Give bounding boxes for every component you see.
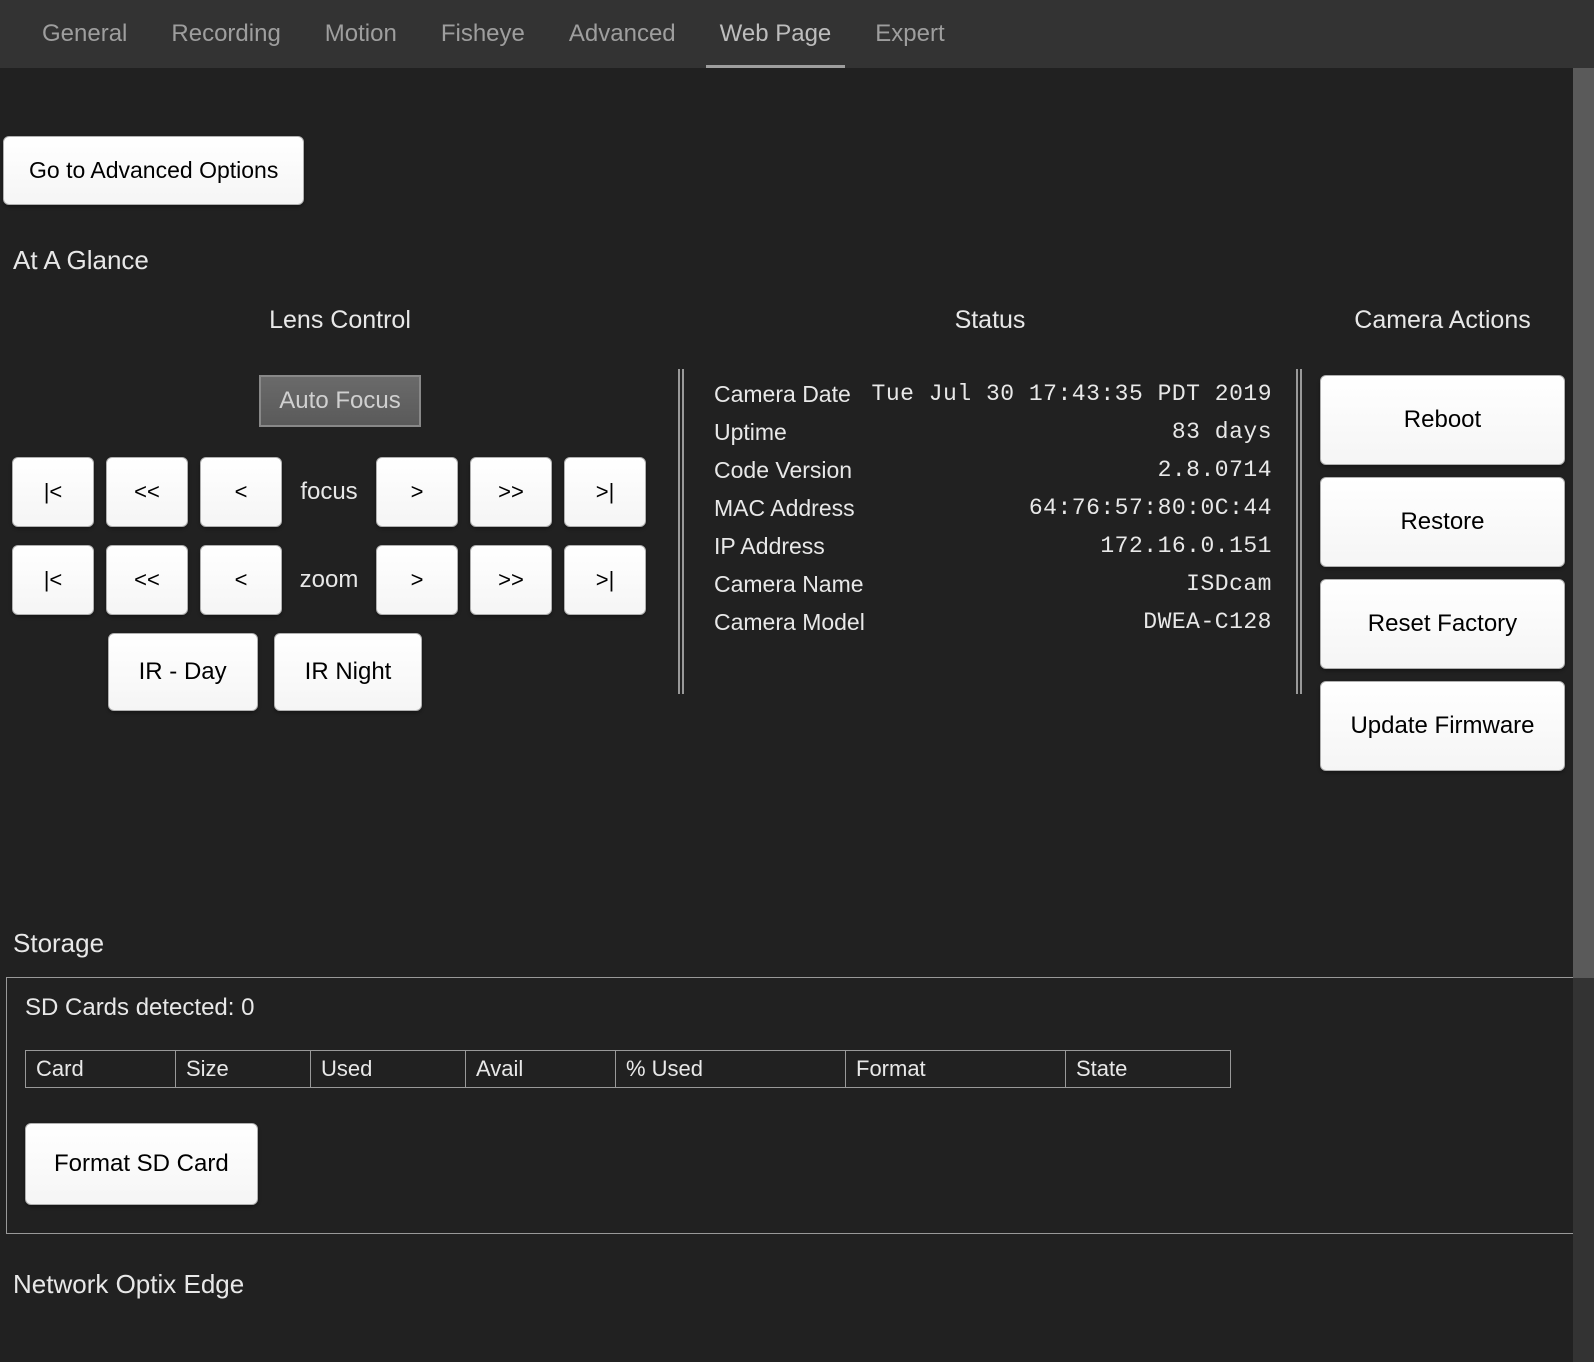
- at-a-glance-panel: Lens Control Auto Focus |< << < focus > …: [0, 306, 1594, 783]
- lens-control-panel: Lens Control Auto Focus |< << < focus > …: [0, 306, 680, 783]
- tab-advanced[interactable]: Advanced: [547, 0, 698, 68]
- scrollbar-thumb[interactable]: [1573, 68, 1594, 978]
- tab-expert[interactable]: Expert: [853, 0, 966, 68]
- tab-bar: General Recording Motion Fisheye Advance…: [0, 0, 1594, 68]
- code-version-value: 2.8.0714: [1158, 451, 1272, 489]
- ip-value: 172.16.0.151: [1100, 527, 1272, 565]
- scrollbar-track[interactable]: [1573, 68, 1594, 1362]
- status-row-uptime: Uptime 83 days: [714, 413, 1272, 451]
- ir-night-button[interactable]: IR Night: [274, 633, 423, 711]
- camera-date-value: Tue Jul 30 17:43:35 PDT 2019: [872, 375, 1272, 413]
- status-right-divider: [1296, 369, 1302, 694]
- status-title: Status: [680, 306, 1300, 335]
- uptime-label: Uptime: [714, 413, 787, 451]
- mac-label: MAC Address: [714, 489, 855, 527]
- focus-next-button[interactable]: >: [376, 457, 458, 527]
- tab-motion[interactable]: Motion: [303, 0, 419, 68]
- status-row-date: Camera Date Tue Jul 30 17:43:35 PDT 2019: [714, 375, 1272, 413]
- status-row-ip: IP Address 172.16.0.151: [714, 527, 1272, 565]
- lens-control-title: Lens Control: [10, 306, 670, 335]
- status-row-model: Camera Model DWEA-C128: [714, 603, 1272, 641]
- focus-row: |< << < focus > >> >|: [10, 457, 670, 527]
- storage-box: SD Cards detected: 0 Card Size Used Avai…: [6, 977, 1588, 1234]
- camera-name-label: Camera Name: [714, 565, 864, 603]
- tab-fisheye[interactable]: Fisheye: [419, 0, 547, 68]
- col-used: Used: [311, 1051, 466, 1088]
- zoom-label: zoom: [294, 566, 364, 594]
- at-a-glance-heading: At A Glance: [13, 245, 1594, 276]
- tab-general[interactable]: General: [20, 0, 149, 68]
- status-left-divider: [678, 369, 684, 694]
- go-to-advanced-button[interactable]: Go to Advanced Options: [3, 136, 304, 205]
- ip-label: IP Address: [714, 527, 825, 565]
- status-row-mac: MAC Address 64:76:57:80:0C:44: [714, 489, 1272, 527]
- focus-last-button[interactable]: >|: [564, 457, 646, 527]
- format-sd-button[interactable]: Format SD Card: [25, 1123, 258, 1205]
- zoom-rewind-button[interactable]: <<: [106, 545, 188, 615]
- col-card: Card: [26, 1051, 176, 1088]
- restore-button[interactable]: Restore: [1320, 477, 1565, 567]
- col-format: Format: [846, 1051, 1066, 1088]
- focus-first-button[interactable]: |<: [12, 457, 94, 527]
- focus-rewind-button[interactable]: <<: [106, 457, 188, 527]
- col-pct-used: % Used: [616, 1051, 846, 1088]
- camera-actions-title: Camera Actions: [1320, 306, 1565, 335]
- uptime-value: 83 days: [1172, 413, 1272, 451]
- tab-webpage[interactable]: Web Page: [698, 0, 854, 68]
- status-row-name: Camera Name ISDcam: [714, 565, 1272, 603]
- storage-table: Card Size Used Avail % Used Format State: [25, 1050, 1231, 1088]
- storage-section: Storage SD Cards detected: 0 Card Size U…: [0, 928, 1594, 1234]
- zoom-forward-button[interactable]: >>: [470, 545, 552, 615]
- reboot-button[interactable]: Reboot: [1320, 375, 1565, 465]
- zoom-prev-button[interactable]: <: [200, 545, 282, 615]
- focus-label: focus: [294, 478, 364, 506]
- storage-heading: Storage: [13, 928, 1594, 959]
- network-optix-heading: Network Optix Edge: [13, 1269, 1594, 1300]
- status-table: Camera Date Tue Jul 30 17:43:35 PDT 2019…: [680, 375, 1300, 641]
- content-area: Go to Advanced Options At A Glance Lens …: [0, 68, 1594, 1362]
- zoom-next-button[interactable]: >: [376, 545, 458, 615]
- ir-row: IR - Day IR Night: [10, 633, 520, 711]
- focus-forward-button[interactable]: >>: [470, 457, 552, 527]
- col-state: State: [1066, 1051, 1231, 1088]
- status-row-code: Code Version 2.8.0714: [714, 451, 1272, 489]
- zoom-first-button[interactable]: |<: [12, 545, 94, 615]
- tab-recording[interactable]: Recording: [149, 0, 302, 68]
- col-avail: Avail: [466, 1051, 616, 1088]
- camera-date-label: Camera Date: [714, 375, 851, 413]
- ir-day-button[interactable]: IR - Day: [108, 633, 258, 711]
- zoom-last-button[interactable]: >|: [564, 545, 646, 615]
- update-firmware-button[interactable]: Update Firmware: [1320, 681, 1565, 771]
- col-size: Size: [176, 1051, 311, 1088]
- camera-actions-panel: Camera Actions Reboot Restore Reset Fact…: [1300, 306, 1580, 783]
- focus-prev-button[interactable]: <: [200, 457, 282, 527]
- reset-factory-button[interactable]: Reset Factory: [1320, 579, 1565, 669]
- auto-focus-button[interactable]: Auto Focus: [259, 375, 420, 427]
- mac-value: 64:76:57:80:0C:44: [1029, 489, 1272, 527]
- camera-name-value: ISDcam: [1186, 565, 1272, 603]
- camera-model-label: Camera Model: [714, 603, 865, 641]
- zoom-row: |< << < zoom > >> >|: [10, 545, 670, 615]
- code-version-label: Code Version: [714, 451, 852, 489]
- camera-model-value: DWEA-C128: [1143, 603, 1272, 641]
- storage-table-header-row: Card Size Used Avail % Used Format State: [26, 1051, 1231, 1088]
- sd-cards-detected: SD Cards detected: 0: [25, 994, 1569, 1022]
